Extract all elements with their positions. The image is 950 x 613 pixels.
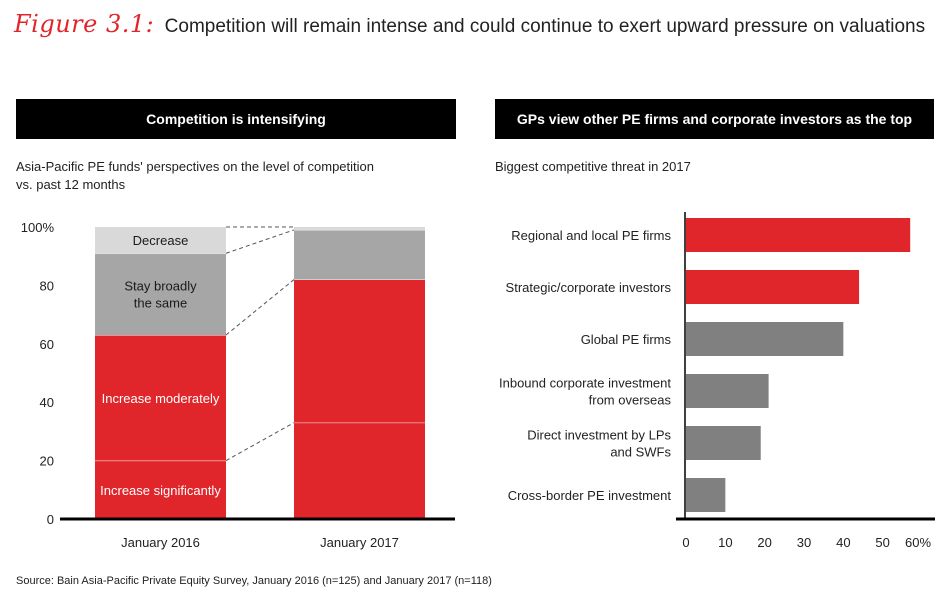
y-tick-label: 100% [21,220,55,235]
x-tick-label: 40 [836,535,850,550]
x-tick-label: 50 [875,535,889,550]
hbar-category-label: Regional and local PE firms [511,228,671,243]
hbar [686,374,769,408]
left-subtitle-line2: vs. past 12 months [16,177,126,192]
bar-segment [95,253,226,336]
right-panel-subtitle: Biggest competitive threat in 2017 [495,159,691,174]
hbar-category-label: Direct investment by LPs [527,428,671,443]
hbar [686,478,726,512]
x-tick-label: 30 [797,535,811,550]
bar-segment [95,335,226,461]
hbar-category-label: Global PE firms [581,332,672,347]
y-tick-label: 80 [40,278,54,293]
right-panel-header: GPs view other PE firms and corporate in… [495,99,934,167]
bar-segment [294,422,425,519]
hbar [686,426,761,460]
x-tick-label: 20 [757,535,771,550]
left-panel-header: Competition is intensifying [16,99,456,139]
segment-label: Decrease [133,233,189,248]
x-tick-label: 10 [718,535,732,550]
bar-segment [294,229,425,280]
left-panel-subtitle: Asia-Pacific PE funds' perspectives on t… [16,158,374,194]
source-note: Source: Bain Asia-Pacific Private Equity… [16,575,492,587]
hbar [686,270,860,304]
hbar-category-label: Cross-border PE investment [508,488,672,503]
left-subtitle-line1: Asia-Pacific PE funds' perspectives on t… [16,159,374,174]
segment-label: Stay broadly [124,279,197,294]
y-tick-label: 0 [47,512,54,527]
connector-line [225,229,295,254]
hbar [686,218,911,252]
segment-label: Increase significantly [100,483,221,498]
hbar-category-label: and SWFs [610,445,671,460]
segment-label: Increase moderately [102,391,220,406]
bar-segment [95,227,226,254]
hbar-category-label: Inbound corporate investment [499,376,671,391]
hbar-category-label: from overseas [589,393,672,408]
figure-label: Figure 3.1: [14,10,155,38]
x-category-label: January 2016 [121,535,200,550]
hbar [686,322,844,356]
bar-segment [294,279,425,423]
x-category-label: January 2017 [320,535,399,550]
connector-line [225,279,295,336]
segment-label: the same [134,296,187,311]
x-tick-label: 0 [682,535,689,550]
x-tick-label: 60% [905,535,931,550]
y-tick-label: 20 [40,454,54,469]
bar-segment [294,227,425,230]
connector-line [225,422,295,462]
figure-title-text: Competition will remain intense and coul… [164,16,926,37]
hbar-category-label: Strategic/corporate investors [506,280,672,295]
y-tick-label: 60 [40,337,54,352]
bar-segment [95,460,226,519]
y-tick-label: 40 [40,395,54,410]
figure-title: Figure 3.1: Competition will remain inte… [14,10,925,38]
